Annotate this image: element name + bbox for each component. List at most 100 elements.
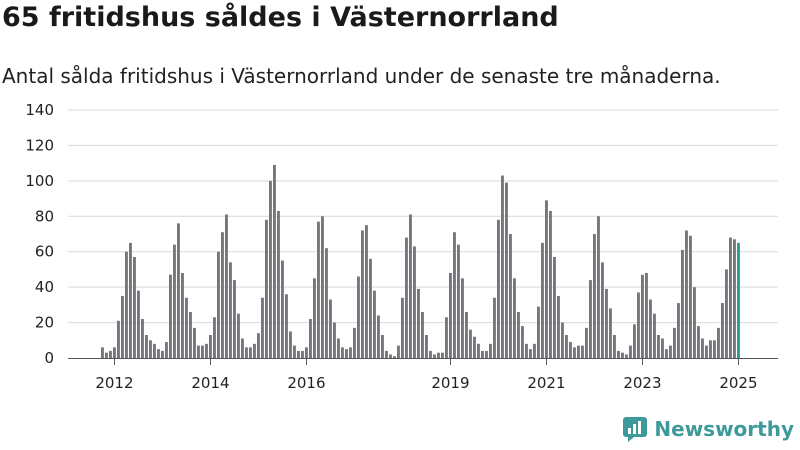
bar xyxy=(409,214,412,358)
bar xyxy=(473,336,476,358)
bar xyxy=(641,274,644,358)
bar xyxy=(221,232,224,358)
bar xyxy=(585,327,588,358)
bar xyxy=(321,216,324,358)
x-tick-label: 2021 xyxy=(527,374,565,392)
y-tick-label: 140 xyxy=(25,101,54,119)
y-tick-label: 60 xyxy=(35,243,54,261)
bar xyxy=(669,345,672,358)
bar xyxy=(493,297,496,358)
bar xyxy=(249,347,252,358)
bar xyxy=(241,338,244,358)
bar xyxy=(557,296,560,358)
bar xyxy=(549,210,552,358)
bar xyxy=(733,239,736,358)
bar xyxy=(217,251,220,358)
bar xyxy=(277,210,280,358)
bar xyxy=(569,342,572,358)
bar xyxy=(189,311,192,358)
bar xyxy=(157,349,160,358)
bar xyxy=(181,272,184,358)
bar xyxy=(213,317,216,358)
x-tick-label: 2012 xyxy=(95,374,133,392)
bar xyxy=(229,262,232,358)
bar xyxy=(429,350,432,358)
bar xyxy=(633,324,636,358)
bar xyxy=(345,349,348,358)
y-tick-label: 100 xyxy=(25,172,54,190)
bar xyxy=(149,340,152,358)
y-tick-label: 80 xyxy=(35,207,54,225)
bar xyxy=(625,354,628,358)
bar xyxy=(537,306,540,358)
bar xyxy=(721,303,724,358)
bar xyxy=(685,230,688,358)
bar xyxy=(401,297,404,358)
bar xyxy=(713,340,716,358)
bar xyxy=(265,219,268,358)
bar xyxy=(193,327,196,358)
bar xyxy=(269,180,272,358)
y-axis-labels: 0 20 40 60 80 100 120 140 xyxy=(25,101,54,367)
bar xyxy=(697,326,700,358)
bar xyxy=(453,232,456,358)
bar xyxy=(629,345,632,358)
bar xyxy=(205,343,208,358)
bar xyxy=(201,345,204,358)
bar xyxy=(497,219,500,358)
bar xyxy=(209,334,212,358)
x-axis xyxy=(68,358,778,365)
bar xyxy=(289,331,292,358)
bar xyxy=(725,269,728,358)
bar xyxy=(421,311,424,358)
bar xyxy=(381,334,384,358)
bar xyxy=(233,280,236,358)
bar xyxy=(165,342,168,358)
bar xyxy=(673,327,676,358)
bar xyxy=(341,347,344,358)
bar xyxy=(197,345,200,358)
bar xyxy=(177,223,180,358)
bar xyxy=(529,349,532,358)
bar xyxy=(521,326,524,358)
bar xyxy=(153,343,156,358)
bar xyxy=(589,280,592,358)
bar xyxy=(121,296,124,358)
bars xyxy=(101,164,740,358)
bar xyxy=(573,347,576,358)
bar xyxy=(225,214,228,358)
bar xyxy=(109,350,112,358)
data-label-latest: 65 xyxy=(749,0,768,4)
bar xyxy=(621,352,624,358)
x-tick-label: 2025 xyxy=(719,374,757,392)
bar xyxy=(361,230,364,358)
bar xyxy=(389,354,392,358)
bar xyxy=(101,347,104,358)
y-tick-label: 20 xyxy=(35,314,54,332)
bar xyxy=(513,278,516,358)
bar xyxy=(325,248,328,358)
bar xyxy=(425,334,428,358)
bar xyxy=(125,251,128,358)
bar xyxy=(649,299,652,358)
bar xyxy=(637,292,640,358)
bar xyxy=(349,347,352,358)
bar xyxy=(161,350,164,358)
bar xyxy=(245,347,248,358)
bar xyxy=(333,322,336,358)
bar xyxy=(253,343,256,358)
bar xyxy=(657,334,660,358)
bar xyxy=(313,278,316,358)
bar xyxy=(581,345,584,358)
x-tick-label: 2016 xyxy=(287,374,325,392)
bar xyxy=(129,242,132,358)
bar xyxy=(257,333,260,358)
bar xyxy=(689,235,692,358)
bar xyxy=(169,274,172,358)
bar xyxy=(465,311,468,358)
bar xyxy=(141,319,144,358)
bar xyxy=(717,327,720,358)
bar xyxy=(701,338,704,358)
bar xyxy=(653,313,656,358)
bar xyxy=(385,350,388,358)
